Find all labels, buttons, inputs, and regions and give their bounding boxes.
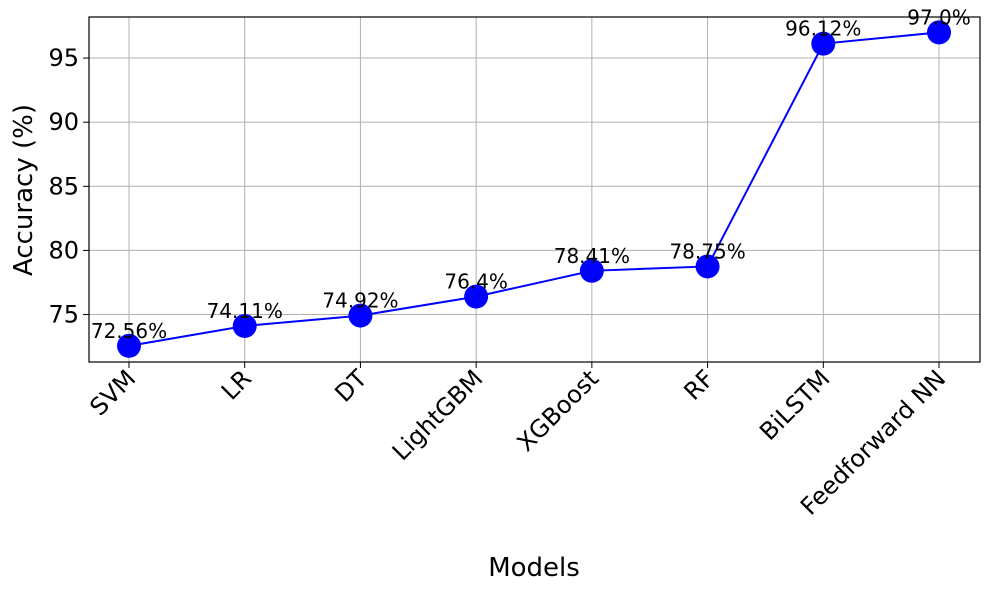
data-point bbox=[579, 258, 604, 283]
grid-lines bbox=[89, 17, 980, 362]
y-tick-label: 75 bbox=[48, 301, 79, 329]
data-point bbox=[348, 303, 373, 328]
data-point bbox=[927, 20, 951, 45]
x-axis-ticks: SVM LR DT LightGBM XGBoost RF BiLSTMFeedforwar… bbox=[84, 362, 951, 521]
plot-frame bbox=[88, 16, 981, 363]
data-label: 76.4% bbox=[444, 270, 508, 294]
data-point bbox=[232, 313, 257, 338]
x-tick-label: RF bbox=[678, 364, 719, 405]
data-label: 78.75% bbox=[669, 239, 745, 263]
series-accuracy bbox=[117, 20, 951, 358]
x-tick-label: SVM bbox=[84, 364, 141, 421]
data-point bbox=[117, 333, 141, 358]
y-tick-label: 85 bbox=[48, 172, 79, 200]
x-axis-label: Models bbox=[488, 553, 580, 583]
data-label: 78.41% bbox=[554, 244, 630, 268]
data-label: 96.12% bbox=[785, 17, 861, 41]
data-label: 74.92% bbox=[322, 289, 398, 313]
x-tick-label: LR bbox=[216, 364, 257, 405]
x-tick-label: BiLSTM bbox=[754, 364, 835, 445]
y-tick-label: 80 bbox=[48, 236, 79, 264]
series-line bbox=[128, 31, 940, 347]
y-axis-ticks: 75 80 85 90 95 bbox=[48, 44, 89, 329]
data-point bbox=[464, 284, 489, 309]
data-point bbox=[811, 31, 836, 56]
y-axis-label: Accuracy (%) bbox=[9, 104, 39, 276]
data-label: 72.56% bbox=[91, 319, 167, 343]
y-tick-label: 90 bbox=[48, 108, 79, 136]
x-tick-label: DT bbox=[329, 364, 372, 407]
data-point bbox=[695, 254, 720, 279]
y-tick-label: 95 bbox=[48, 44, 79, 72]
data-label: 74.11% bbox=[207, 299, 283, 323]
data-labels: 72.56% 74.11% 74.92% 76.4% 78.41% 78.75% 96.12… bbox=[91, 5, 971, 342]
x-tick-label: LightGBM bbox=[387, 364, 489, 466]
x-tick-label: XGBoost bbox=[512, 364, 604, 456]
